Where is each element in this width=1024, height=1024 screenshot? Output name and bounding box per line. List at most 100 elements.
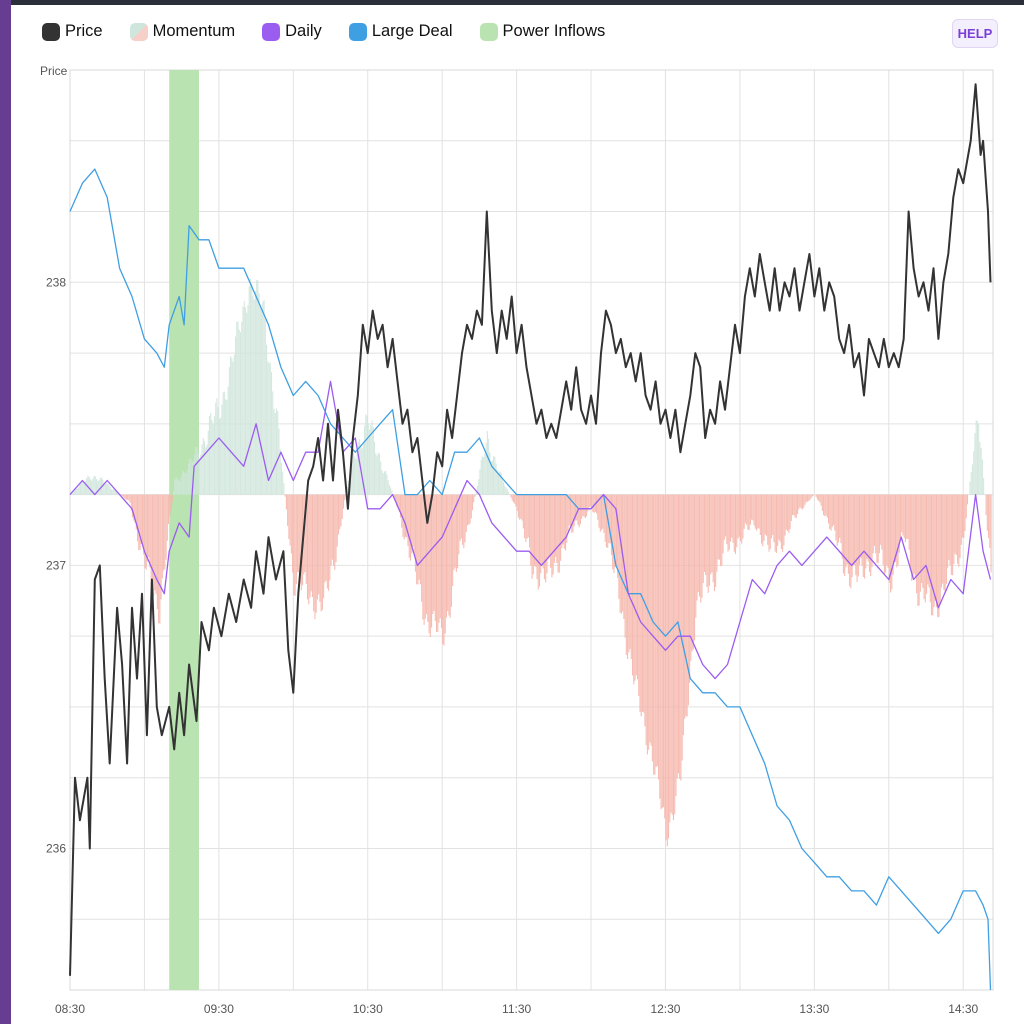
- momentum-bar: [700, 494, 702, 603]
- legend-swatch-power-inflows: [479, 22, 498, 41]
- momentum-bar: [718, 494, 720, 560]
- momentum-bar: [805, 494, 807, 503]
- momentum-bar: [160, 494, 162, 600]
- momentum-bar: [525, 494, 527, 542]
- momentum-bar: [801, 494, 804, 510]
- legend-item-price[interactable]: Price: [42, 22, 103, 41]
- momentum-bar: [251, 283, 253, 495]
- momentum-bar: [261, 308, 263, 495]
- momentum-bar: [844, 494, 846, 577]
- momentum-bar: [486, 431, 488, 495]
- momentum-bar: [107, 483, 109, 495]
- momentum-bar: [726, 494, 728, 545]
- momentum-bar: [450, 494, 452, 607]
- momentum-bar: [914, 494, 916, 579]
- momentum-bar: [452, 494, 454, 587]
- momentum-bar: [123, 494, 125, 498]
- momentum-bar: [532, 494, 534, 575]
- legend-item-daily[interactable]: Daily: [262, 22, 322, 41]
- momentum-bar: [624, 494, 626, 638]
- help-button[interactable]: HELP: [952, 19, 998, 48]
- momentum-bar: [912, 494, 914, 580]
- momentum-bar: [792, 494, 794, 516]
- momentum-bar: [954, 494, 956, 554]
- momentum-bar: [366, 415, 368, 495]
- momentum-bar: [504, 485, 506, 495]
- momentum-bar: [421, 494, 423, 602]
- momentum-bar: [210, 412, 212, 495]
- momentum-bar: [390, 487, 392, 495]
- momentum-bar: [114, 490, 116, 495]
- momentum-bar: [205, 447, 207, 495]
- momentum-bar: [877, 494, 879, 564]
- momentum-bar: [381, 470, 383, 495]
- momentum-bar: [297, 494, 299, 573]
- legend-item-power-inflows[interactable]: Power Inflows: [479, 22, 605, 41]
- momentum-bar: [873, 494, 876, 546]
- momentum-bar: [274, 412, 276, 495]
- momentum-bar: [841, 494, 843, 559]
- momentum-bar: [387, 480, 389, 495]
- momentum-bar: [759, 494, 761, 535]
- legend-item-large-deal[interactable]: Large Deal: [348, 22, 453, 41]
- momentum-bar: [985, 494, 987, 516]
- momentum-bar: [464, 494, 466, 543]
- legend-item-momentum[interactable]: Momentum: [129, 22, 235, 41]
- momentum-bar: [643, 494, 645, 713]
- x-tick-label: 09:30: [204, 1002, 234, 1016]
- momentum-bar: [834, 494, 836, 531]
- momentum-bar: [321, 494, 323, 611]
- momentum-bar: [228, 367, 230, 495]
- momentum-bar: [310, 494, 312, 592]
- momentum-bar: [200, 454, 202, 495]
- momentum-bar: [143, 494, 145, 555]
- momentum-bar: [319, 494, 321, 602]
- momentum-bar: [146, 494, 149, 562]
- momentum-bar: [940, 494, 942, 588]
- momentum-bar: [571, 494, 573, 533]
- momentum-bar: [542, 494, 544, 569]
- momentum-bar: [556, 494, 558, 564]
- momentum-bar: [824, 494, 826, 517]
- momentum-bar: [383, 471, 385, 495]
- momentum-bar: [185, 473, 187, 495]
- momentum-bar: [615, 494, 617, 566]
- momentum-bar: [561, 494, 563, 549]
- momentum-bar: [716, 494, 718, 572]
- momentum-bar: [104, 484, 106, 495]
- momentum-bar: [856, 494, 858, 583]
- momentum-bar: [239, 332, 242, 495]
- momentum-bar: [469, 494, 471, 524]
- momentum-bar: [785, 494, 787, 530]
- momentum-bar: [806, 494, 809, 502]
- momentum-bar: [517, 494, 519, 518]
- momentum-bar: [795, 494, 797, 518]
- momentum-bar: [428, 494, 430, 634]
- momentum-bar: [507, 491, 510, 495]
- momentum-bar: [800, 494, 802, 509]
- momentum-bar: [172, 491, 175, 495]
- momentum-bar: [692, 494, 694, 650]
- momentum-bar: [533, 494, 536, 566]
- momentum-bar: [619, 494, 621, 613]
- momentum-bar: [354, 456, 356, 495]
- momentum-bar: [108, 484, 110, 495]
- momentum-bar: [902, 494, 904, 536]
- momentum-bar: [197, 453, 199, 495]
- momentum-bar: [586, 494, 588, 517]
- momentum-bar: [878, 494, 880, 554]
- momentum-bar: [646, 494, 648, 755]
- momentum-bar: [206, 444, 208, 495]
- momentum-bar: [603, 494, 605, 534]
- momentum-bar: [177, 480, 180, 495]
- momentum-bar: [717, 494, 719, 560]
- momentum-bar: [737, 494, 739, 539]
- momentum-bar: [432, 494, 434, 615]
- momentum-bar: [980, 447, 982, 495]
- momentum-bar: [866, 494, 868, 559]
- momentum-bar: [552, 494, 554, 575]
- momentum-bar: [442, 494, 444, 645]
- momentum-bar: [706, 494, 708, 587]
- momentum-bar: [988, 494, 990, 539]
- momentum-bar: [74, 489, 77, 495]
